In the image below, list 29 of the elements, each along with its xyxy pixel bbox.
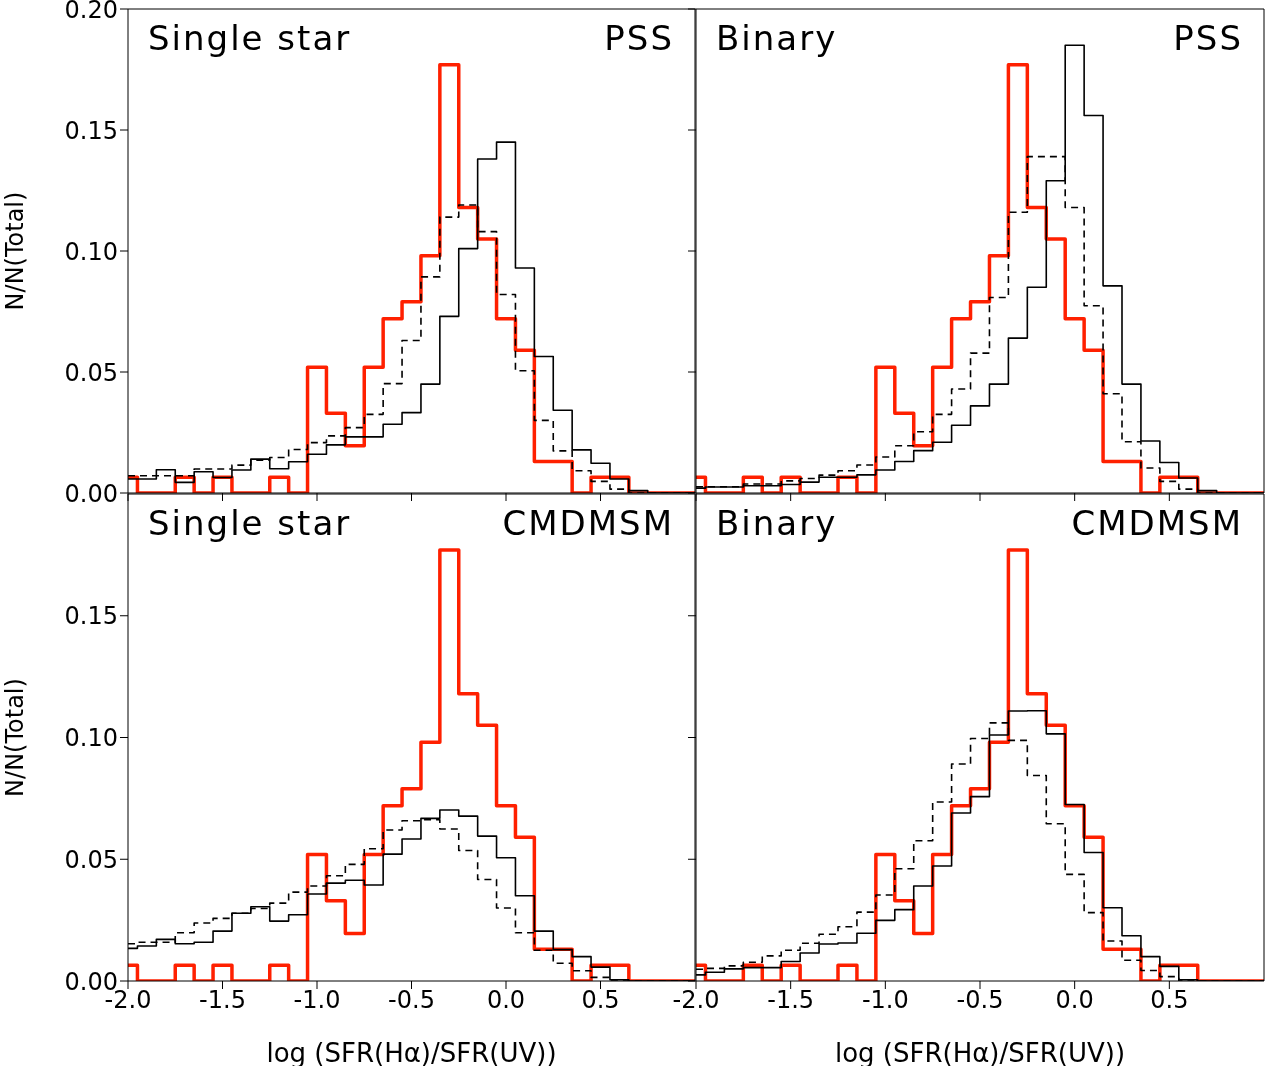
y-tick-label: 0.15 [64, 602, 118, 631]
y-tick-label: 0.05 [64, 845, 118, 874]
y-tick-label: 0.15 [64, 116, 118, 145]
annotation: Binary [716, 18, 838, 58]
y-tick-label: 0.10 [64, 237, 118, 266]
annotation: PSS [604, 18, 674, 58]
annotation: Binary [716, 503, 838, 543]
y-axis-title: N/N(Total) [0, 191, 29, 311]
x-tick-label: -1.5 [199, 986, 246, 1015]
x-tick-label: -0.5 [956, 986, 1004, 1015]
annotation: Single star [148, 503, 352, 543]
y-tick-label: 0.05 [64, 358, 118, 387]
y-axis-title: N/N(Total) [0, 678, 29, 797]
x-tick-label: 0.0 [486, 986, 526, 1015]
x-tick-label: 0.0 [1055, 986, 1094, 1015]
x-tick-label: -2.0 [672, 986, 720, 1015]
x-tick-label: -1.5 [767, 986, 815, 1015]
annotation: CMDMSM [502, 503, 674, 543]
x-tick-label: 0.5 [1150, 986, 1189, 1015]
y-tick-label: 0.10 [64, 724, 118, 753]
x-tick-label: -0.5 [388, 986, 435, 1015]
x-tick-label: -1.0 [861, 986, 909, 1015]
annotation: CMDMSM [1071, 503, 1243, 543]
y-tick-label: 0.20 [64, 0, 118, 24]
y-tick-label: 0.00 [64, 479, 118, 508]
x-tick-label: -1.0 [293, 986, 341, 1015]
annotation: PSS [1173, 18, 1243, 58]
annotation: Single star [148, 18, 352, 58]
x-tick-label: 0.5 [581, 986, 620, 1015]
